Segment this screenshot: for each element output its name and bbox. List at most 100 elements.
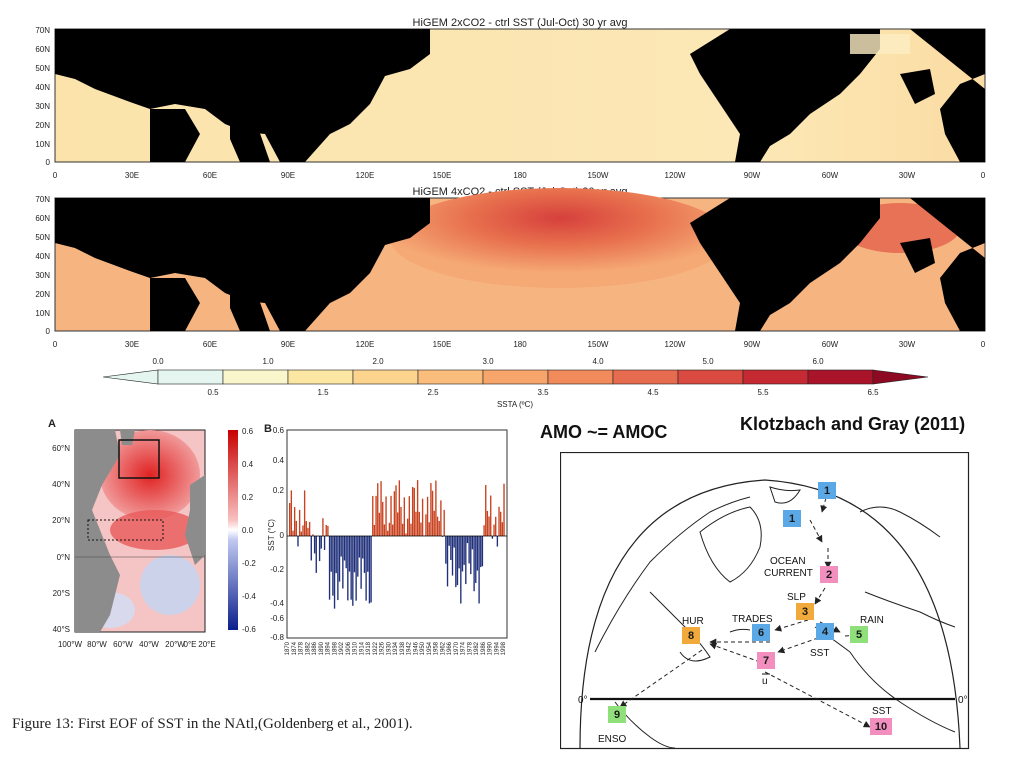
year-tick-label: 1982 (474, 641, 480, 655)
amo-bar (375, 495, 377, 536)
amo-bar (387, 530, 389, 536)
amo-bar (470, 536, 472, 575)
svg-text:60W: 60W (822, 171, 839, 180)
amo-bar (307, 527, 309, 536)
year-tick-label: 1962 (440, 641, 446, 655)
eof-colorbar (228, 430, 238, 630)
amo-bar (368, 536, 371, 604)
diagram-box-number: 9 (614, 709, 620, 721)
amo-bar (332, 536, 334, 596)
diagram-box (816, 623, 834, 640)
amo-bar (293, 507, 296, 536)
panel-b-yticks: 0.6 0.4 0.2 0 -0.2 -0.4 -0.6 -0.8 (270, 426, 284, 642)
amo-bar (476, 536, 479, 571)
klotzbach-diagram: 0° 0° OCEAN CURRENT SLP TRADES RAIN HUR … (560, 452, 970, 750)
year-tick-label: 1986 (481, 641, 487, 655)
diagram-box (682, 627, 700, 644)
svg-text:40N: 40N (35, 83, 50, 92)
svg-text:50N: 50N (35, 233, 50, 242)
lat-axis-labels: 70N 60N 50N 40N 30N 20N 10N 0 (35, 195, 50, 336)
equator-label-right: 0° (958, 695, 968, 706)
svg-text:60N: 60N (35, 45, 50, 54)
svg-text:120E: 120E (356, 340, 375, 349)
amo-bar (490, 495, 492, 536)
lon-axis-labels: 0 30E 60E 90E 120E 150E 180 150W 120W 90… (53, 340, 986, 349)
eof-box-north (118, 439, 160, 479)
svg-text:70N: 70N (35, 26, 50, 35)
svg-text:60E: 60E (203, 171, 217, 180)
amo-bar (480, 536, 482, 568)
diagram-box-number: 8 (688, 630, 694, 642)
svg-text:60W: 60W (822, 340, 839, 349)
diagram-box (757, 652, 775, 669)
amo-bar (500, 511, 502, 536)
amo-bar (335, 536, 337, 574)
amo-bar (496, 536, 499, 547)
amo-bar (343, 536, 346, 561)
colorbar-cells (102, 369, 929, 385)
year-tick-label: 1950 (420, 641, 426, 655)
amo-bar (350, 536, 352, 600)
headings: AMO ~= AMOC Klotzbach and Gray (2011) (540, 414, 965, 442)
amo-bar (441, 536, 444, 537)
amo-bar (420, 522, 422, 536)
amo-bar (425, 514, 427, 536)
year-tick-label: 1990 (488, 641, 494, 655)
amo-bar (290, 490, 293, 536)
amo-bar (392, 524, 394, 536)
svg-text:20°N: 20°N (52, 516, 70, 525)
year-tick-label: 1926 (380, 641, 386, 655)
amo-bar (398, 480, 401, 536)
label-u: u (762, 676, 768, 687)
equator-label-left: 0° (578, 695, 588, 706)
diagram-box-number: 4 (822, 626, 829, 638)
amo-bar (503, 483, 505, 536)
svg-text:-0.8: -0.8 (270, 633, 284, 642)
colorbar-cell (612, 369, 679, 385)
colorbar-cell (417, 369, 484, 385)
amo-bar (456, 536, 459, 586)
amo-bar (485, 484, 487, 536)
svg-text:90E: 90E (281, 340, 295, 349)
svg-text:4.5: 4.5 (647, 388, 659, 397)
svg-text:60E: 60E (203, 340, 217, 349)
amo-bar (465, 536, 467, 585)
svg-text:-0.6: -0.6 (242, 625, 256, 634)
amo-bar (312, 534, 314, 536)
year-tick-label: 1894 (326, 641, 332, 655)
svg-text:150W: 150W (588, 171, 609, 180)
svg-text:30N: 30N (35, 102, 50, 111)
amo-bar (415, 511, 417, 536)
amo-bar (458, 536, 460, 569)
diagram-box-number: 10 (875, 721, 887, 733)
amo-bar (403, 497, 406, 536)
ocean-highlight (850, 34, 910, 54)
panel-a-lon-labels: 100°W 80°W 60°W 40°W 20°W 0°E 20°E (58, 640, 216, 649)
amo-bar (303, 490, 306, 536)
svg-text:60°W: 60°W (113, 640, 133, 649)
amo-bar (355, 536, 357, 601)
amo-bar (475, 536, 477, 583)
year-tick-label: 1886 (312, 641, 318, 655)
amo-bar (337, 536, 339, 601)
amo-bar (495, 516, 497, 536)
svg-text:120W: 120W (665, 340, 686, 349)
amo-bar (338, 536, 341, 582)
amo-bar (340, 536, 342, 557)
map-title: HiGEM 2xCO2 - ctrl SST (Jul-Oct) 30 yr a… (413, 17, 628, 29)
amo-bar (433, 510, 435, 536)
amo-bar (342, 536, 344, 589)
caption-text: Figure 13: First EOF of SST in the NAtl,… (12, 716, 413, 732)
amo-bar (308, 521, 311, 536)
year-tick-label: 1966 (447, 641, 453, 655)
year-tick-label: 1898 (332, 641, 338, 655)
svg-text:40N: 40N (35, 252, 50, 261)
amo-bar (305, 521, 307, 536)
eof-colorbar-labels: 0.6 0.4 0.2 0.0 -0.2 -0.4 -0.6 (242, 427, 256, 634)
year-tick-label: 1906 (346, 641, 352, 655)
amo-bar (393, 491, 396, 536)
year-tick-label: 1934 (393, 641, 399, 655)
diagram-box (783, 510, 801, 527)
amo-bar (367, 536, 369, 572)
panel-a-letter: A (48, 418, 56, 430)
